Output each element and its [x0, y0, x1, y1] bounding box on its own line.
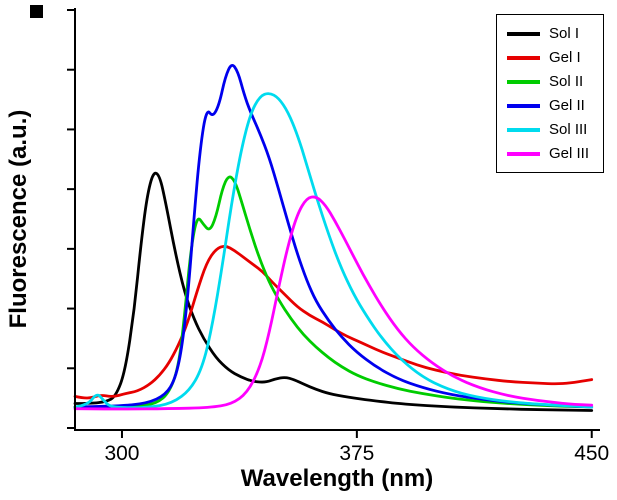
legend-swatch: [506, 127, 540, 132]
x-tick-label: 450: [574, 442, 609, 465]
legend-label: Gel I: [548, 49, 581, 66]
legend-swatch: [506, 103, 540, 108]
legend-label: Sol III: [548, 121, 588, 138]
axes: 300 375 450: [67, 8, 609, 465]
legend-item-gel-i: Gel I: [506, 47, 589, 68]
legend-label: Gel II: [548, 97, 585, 114]
legend-swatch: [506, 55, 540, 60]
legend-item-sol-ii: Sol II: [506, 71, 589, 92]
series-sol-ii: [73, 175, 594, 409]
legend-swatch: [506, 31, 540, 36]
series-gel-ii: [73, 64, 594, 409]
series-sol-iii: [73, 92, 594, 410]
series-gel-i: [73, 245, 594, 400]
legend-label: Sol II: [548, 73, 584, 90]
legend-item-gel-ii: Gel II: [506, 95, 589, 116]
legend-label: Sol I: [548, 25, 579, 42]
corner-marker: [30, 5, 43, 18]
legend-label: Gel III: [548, 145, 589, 162]
series-gel-iii: [73, 195, 594, 411]
legend: Sol I Gel I Sol II Gel II Sol III Gel III: [495, 14, 604, 173]
x-axis-label: Wavelength (nm): [241, 465, 433, 492]
legend-swatch: [506, 79, 540, 84]
series-sol-i: [73, 171, 594, 412]
legend-swatch: [506, 151, 540, 156]
legend-item-sol-iii: Sol III: [506, 119, 589, 140]
x-tick-label: 375: [339, 442, 374, 465]
curves: [73, 64, 594, 412]
legend-item-gel-iii: Gel III: [506, 143, 589, 164]
y-axis-label: Fluorescence (a.u.): [5, 110, 32, 329]
x-tick-label: 300: [104, 442, 139, 465]
legend-item-sol-i: Sol I: [506, 23, 589, 44]
